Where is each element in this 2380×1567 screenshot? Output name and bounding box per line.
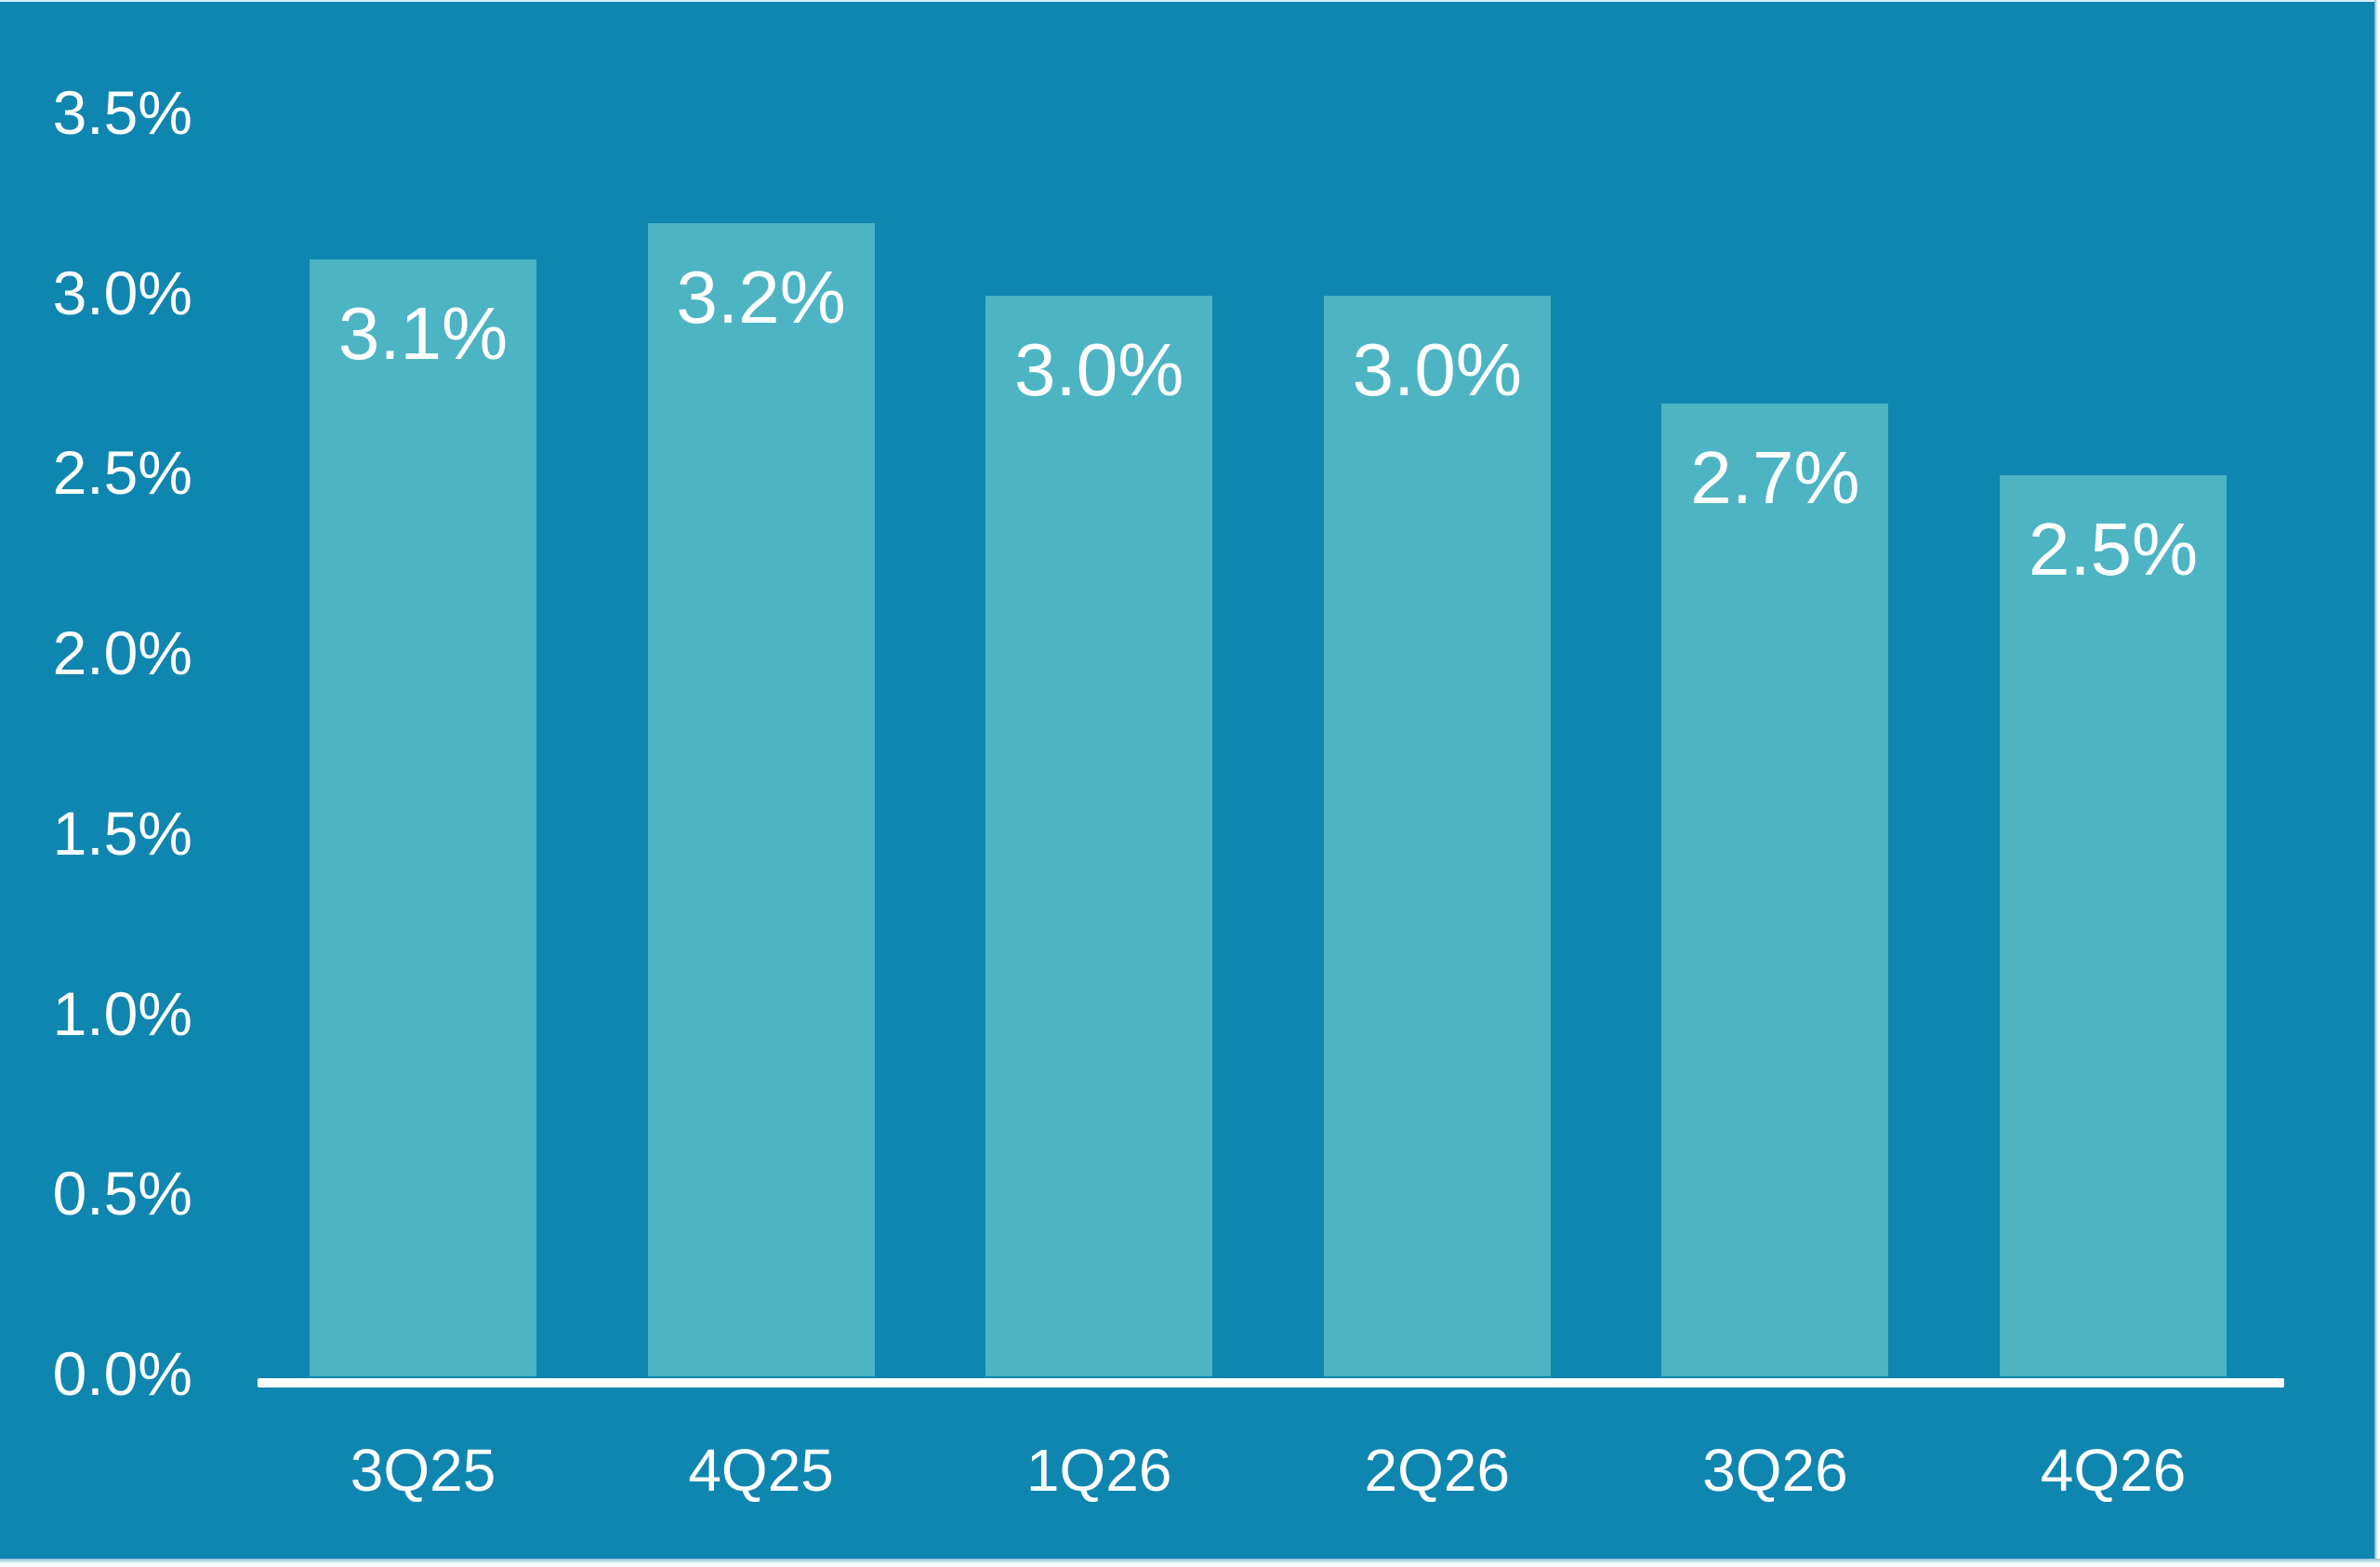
y-axis-tick-label: 0.5% — [52, 1159, 192, 1228]
page-edge-bottom — [0, 1559, 2380, 1567]
y-axis-tick-label: 3.5% — [52, 77, 192, 147]
x-axis-tick-label: 3Q26 — [1702, 1437, 1848, 1504]
bar-3Q25: 3.1% — [310, 259, 536, 1376]
bar-value-label: 3.0% — [1352, 327, 1522, 411]
bar-4Q26: 2.5% — [2000, 475, 2227, 1376]
page-edge-top — [0, 0, 2380, 2]
y-axis-tick-label: 1.5% — [52, 798, 192, 868]
y-axis-tick-label: 2.5% — [52, 438, 192, 508]
bar-value-label: 2.5% — [2028, 508, 2199, 591]
y-axis-tick-label: 3.0% — [52, 258, 192, 327]
bar-1Q26: 3.0% — [985, 295, 1213, 1376]
x-axis-tick-label: 4Q25 — [688, 1437, 834, 1504]
y-axis-tick-label: 1.0% — [52, 978, 192, 1048]
x-axis-tick-label: 4Q26 — [2040, 1437, 2187, 1504]
bar-value-label: 2.7% — [1690, 435, 1860, 519]
bar-4Q25: 3.2% — [647, 223, 875, 1376]
bar-3Q26: 2.7% — [1661, 403, 1889, 1376]
x-axis-line — [258, 1378, 2284, 1388]
y-axis-tick-label: 2.0% — [52, 618, 192, 687]
x-axis-tick-label: 3Q25 — [350, 1437, 496, 1504]
bar-value-label: 3.2% — [676, 256, 846, 339]
bar-2Q26: 3.0% — [1323, 295, 1551, 1376]
x-axis-tick-label: 1Q26 — [1025, 1437, 1172, 1504]
x-axis-tick-label: 2Q26 — [1364, 1437, 1511, 1504]
page-edge-right — [2374, 0, 2380, 1567]
bar-value-label: 3.1% — [337, 291, 509, 375]
bar-value-label: 3.0% — [1014, 327, 1184, 411]
y-axis-tick-label: 0.0% — [52, 1339, 192, 1408]
